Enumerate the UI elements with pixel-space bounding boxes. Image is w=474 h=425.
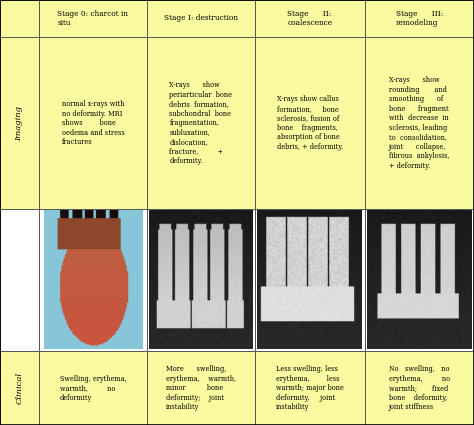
Text: More      swelling,
erythema,    warmth,
minor          bone
deformity;    joint: More swelling, erythema, warmth, minor b… <box>166 365 236 411</box>
Bar <box>255 209 365 351</box>
Bar <box>39 351 147 425</box>
Bar <box>0 37 39 209</box>
Text: Imaging: Imaging <box>16 105 23 141</box>
Bar <box>147 37 255 209</box>
Bar <box>0 0 39 37</box>
Bar <box>365 37 474 209</box>
Text: normal x-rays with
no deformity. MRI
shows        bone
oedema and stress
fractur: normal x-rays with no deformity. MRI sho… <box>62 100 124 146</box>
Text: X-rays      show
periarticular  bone
debris  formation,
subchondral  bone
fragme: X-rays show periarticular bone debris fo… <box>170 81 232 165</box>
Bar <box>147 0 255 37</box>
Text: Clinical: Clinical <box>16 372 23 404</box>
Text: Less swelling, less
erythema,        less
warmth; major bone
deformity,     join: Less swelling, less erythema, less warmt… <box>276 365 344 411</box>
Text: Swelling, erythema,
warmth,         no
deformity: Swelling, erythema, warmth, no deformity <box>60 375 126 402</box>
Bar <box>365 351 474 425</box>
Bar <box>365 0 474 37</box>
Text: Stage I: destruction: Stage I: destruction <box>164 14 238 23</box>
Text: Stage      II:
coalescence: Stage II: coalescence <box>287 10 332 27</box>
Text: X-rays show callus
formation,     bone
sclerosis, fusion of
bone    fragments,
a: X-rays show callus formation, bone scler… <box>277 95 343 151</box>
Bar <box>255 37 365 209</box>
Bar <box>0 351 39 425</box>
Bar <box>147 351 255 425</box>
Bar <box>39 0 147 37</box>
Text: X-rays      show
rounding       and
smoothing      of
bone      fragment
with  d: X-rays show rounding and smoothing of bo… <box>389 76 449 170</box>
Bar <box>255 0 365 37</box>
Text: Stage      III:
remodeling: Stage III: remodeling <box>396 10 443 27</box>
Bar <box>39 209 147 351</box>
Text: No   swelling,   no
erythema,         no
warmth;       fixed
bone    deformity,
: No swelling, no erythema, no warmth; fix… <box>389 365 450 411</box>
Bar <box>365 209 474 351</box>
Bar <box>39 37 147 209</box>
Text: Stage 0: charcot in
situ: Stage 0: charcot in situ <box>57 10 128 27</box>
Bar <box>255 351 365 425</box>
Bar <box>147 209 255 351</box>
Bar <box>0 209 39 351</box>
